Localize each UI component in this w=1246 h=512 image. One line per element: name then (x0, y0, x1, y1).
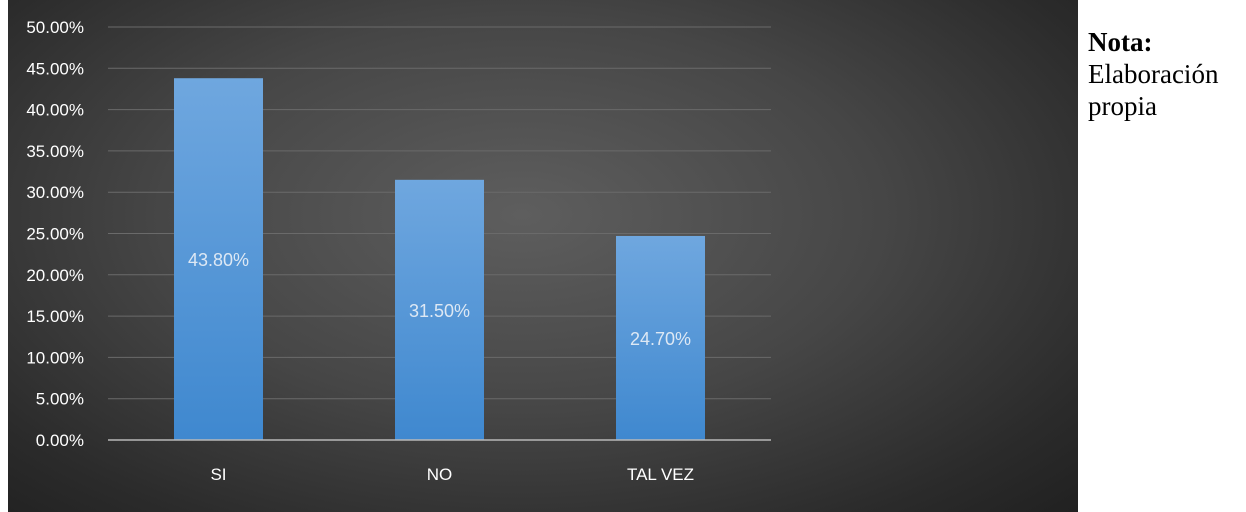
bar-chart: 0.00% 5.00% 10.00% 15.00% 20.00% 25.00% 30.00%… (26, 18, 771, 484)
x-tick-label: TAL VEZ (627, 465, 694, 484)
y-tick-label: 50.00% (26, 18, 84, 37)
y-tick-label: 25.00% (26, 225, 84, 244)
note: Nota: Elaboración propia (1088, 26, 1243, 122)
y-tick-label: 40.00% (26, 101, 84, 120)
data-label: 24.70% (630, 329, 691, 349)
x-axis-tick-labels: SI NO TAL VEZ (210, 465, 694, 484)
note-title: Nota: (1088, 27, 1153, 57)
x-tick-label: NO (427, 465, 453, 484)
y-tick-label: 15.00% (26, 307, 84, 326)
bar-no (395, 179, 484, 440)
bars (174, 78, 705, 440)
y-tick-label: 5.00% (36, 390, 84, 409)
chart-panel: 0.00% 5.00% 10.00% 15.00% 20.00% 25.00% 30.00%… (8, 0, 1078, 512)
y-tick-label: 0.00% (36, 431, 84, 450)
note-text: Elaboración propia (1088, 59, 1219, 121)
data-label: 31.50% (409, 301, 470, 321)
bar-tal-vez (616, 235, 705, 440)
data-label: 43.80% (188, 250, 249, 270)
y-tick-label: 30.00% (26, 183, 84, 202)
data-labels: 43.80% 31.50% 24.70% (188, 250, 691, 349)
y-axis-tick-labels: 0.00% 5.00% 10.00% 15.00% 20.00% 25.00% 30.00%… (26, 18, 84, 450)
y-tick-label: 20.00% (26, 266, 84, 285)
bar-si (174, 78, 263, 440)
y-tick-label: 10.00% (26, 348, 84, 367)
y-tick-label: 45.00% (26, 59, 84, 78)
x-tick-label: SI (210, 465, 226, 484)
y-tick-label: 35.00% (26, 142, 84, 161)
